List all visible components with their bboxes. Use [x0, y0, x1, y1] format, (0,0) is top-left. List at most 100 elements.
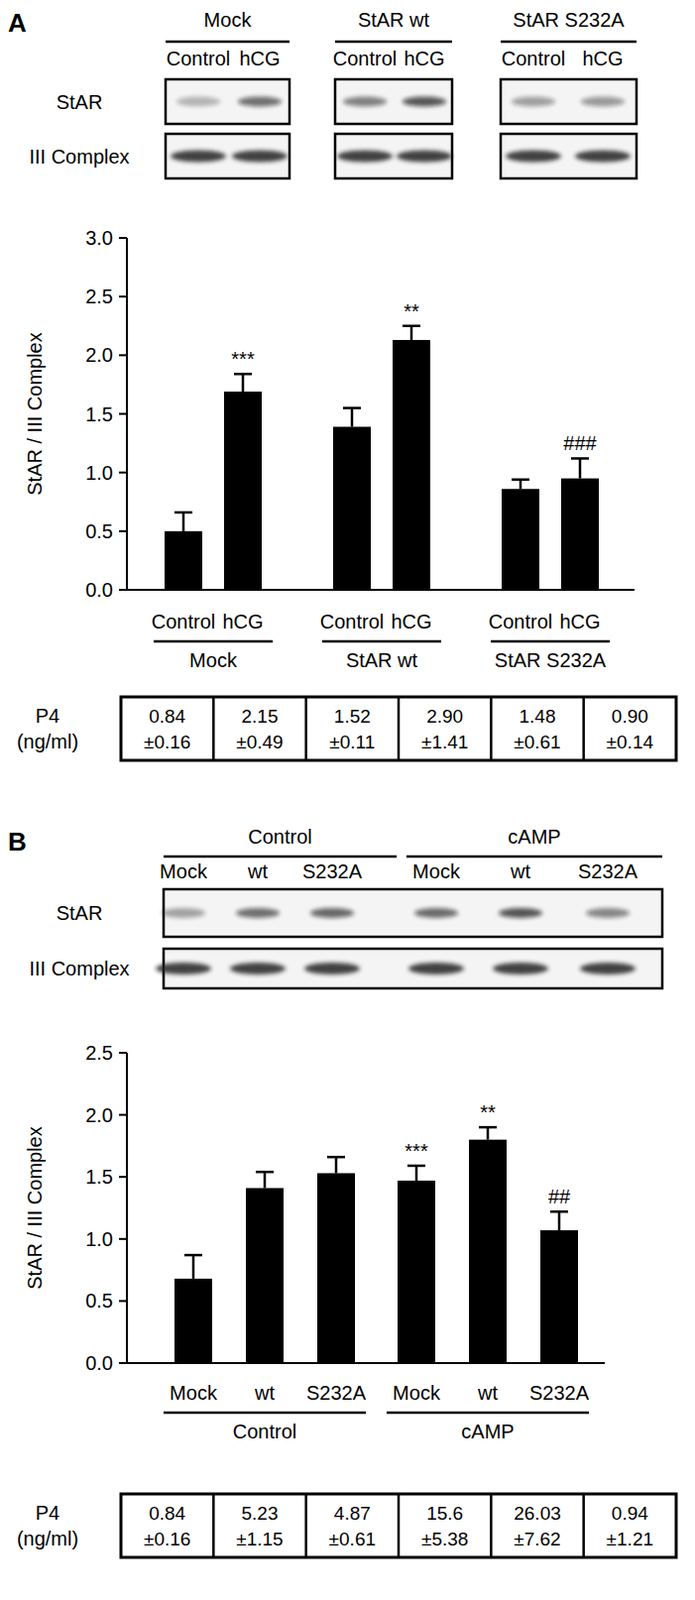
x-tick-label: S232A [306, 1382, 367, 1404]
error-cap [550, 1210, 569, 1214]
significance-label: *** [231, 347, 255, 370]
blot-band [414, 908, 459, 919]
y-tick-label: 0.5 [85, 520, 114, 543]
blot-band [408, 962, 464, 975]
blot-band [176, 97, 221, 108]
error-bar [402, 326, 421, 341]
table-cell: ±0.61 [513, 731, 561, 753]
table-cell: ±0.61 [329, 1528, 376, 1550]
y-axis [125, 1052, 128, 1364]
blot-band [161, 908, 206, 919]
table-cell: ±0.49 [235, 731, 283, 753]
figure: AMockStAR wtStAR S232AControlhCGControlh… [0, 0, 695, 1600]
error-cap [402, 325, 421, 329]
table-divider [397, 696, 401, 761]
table-divider [212, 1494, 216, 1558]
error-stem [558, 1211, 562, 1231]
y-tick [118, 1175, 127, 1178]
table-cell: 0.90 [611, 705, 649, 727]
table-cell: ±0.16 [143, 731, 191, 753]
blot-lane-label: Control [333, 47, 397, 70]
group-line [386, 1411, 589, 1415]
y-tick-label: 1.5 [85, 403, 114, 426]
error-cap [174, 511, 193, 515]
blot-group-label: StAR wt [357, 8, 431, 31]
table-divider [581, 696, 585, 761]
table-label: P4 [35, 1502, 60, 1524]
bar [245, 1187, 284, 1364]
blot-lane-label: wt [509, 860, 531, 883]
error-stem [241, 373, 245, 392]
y-tick [118, 353, 127, 356]
blot-box [165, 79, 290, 124]
blot-lane-label: Control [501, 47, 566, 70]
error-stem [415, 1165, 419, 1181]
blot-band [579, 962, 636, 975]
significance-label: ** [479, 1101, 496, 1124]
blot-band [310, 908, 354, 919]
group-label: Mock [189, 649, 238, 672]
blot-band [337, 150, 393, 163]
significance-label: ## [548, 1185, 572, 1208]
error-cap [255, 1170, 274, 1174]
y-tick [118, 1238, 127, 1241]
error-bar [255, 1171, 274, 1188]
error-stem [410, 326, 414, 341]
blot-lane-label: wt [246, 860, 268, 883]
blot-box [165, 133, 290, 179]
table-label: P4 [35, 704, 60, 727]
significance-label: ** [403, 300, 420, 323]
x-tick-label: Mock [169, 1382, 219, 1404]
table-cell: ±0.16 [143, 1528, 191, 1550]
table-cell: ±0.14 [606, 731, 655, 753]
blot-band [585, 908, 630, 919]
y-tick-label: 3.0 [85, 227, 114, 249]
x-tick-label: hCG [390, 610, 432, 633]
table-cell: ±5.38 [421, 1528, 468, 1550]
bar [540, 1230, 579, 1364]
x-tick-label: wt [253, 1382, 275, 1404]
table-cell: ±1.15 [235, 1528, 283, 1550]
error-bar [327, 1157, 346, 1173]
blot-group-line [163, 855, 397, 859]
bar [561, 478, 599, 590]
error-cap [571, 457, 589, 461]
blot-lane-label: Control [166, 47, 231, 70]
blot-box [335, 133, 453, 179]
panel-b: BControlcAMPMockwtS232AMockwtS232AStARII… [7, 825, 677, 1558]
table-divider [489, 1494, 493, 1558]
y-tick-label: 2.5 [85, 285, 114, 308]
y-tick-label: 2.0 [85, 1104, 114, 1127]
x-tick-label: wt [476, 1382, 498, 1404]
x-tick-label: S232A [529, 1382, 590, 1404]
blot-band [155, 962, 212, 975]
bars [164, 326, 599, 590]
table-cell: 2.15 [241, 705, 279, 727]
y-tick [118, 1299, 127, 1302]
blot-lane-label: S232A [302, 860, 363, 883]
table-border [120, 696, 677, 761]
error-bar [550, 1211, 569, 1231]
y-tick-label: 0.5 [85, 1289, 114, 1312]
blot-lane-label: Mock [159, 860, 209, 883]
bar [164, 531, 203, 590]
table-cell: ±1.41 [421, 731, 468, 753]
group-line [490, 640, 610, 644]
y-tick [118, 413, 127, 416]
blot-group-line [165, 40, 290, 44]
error-bar [478, 1127, 497, 1141]
group-label: StAR S232A [494, 649, 607, 672]
blot-row-label: StAR [56, 902, 104, 925]
error-bar [343, 408, 361, 428]
error-stem [263, 1171, 267, 1188]
error-cap [407, 1164, 426, 1168]
blot-lane-label: hCG [238, 47, 280, 70]
panel-a: AMockStAR wtStAR S232AControlhCGControlh… [7, 7, 677, 761]
x-tick-label: hCG [559, 610, 600, 633]
error-stem [182, 512, 186, 532]
table-cell: 5.23 [241, 1503, 279, 1524]
group-line [153, 640, 273, 644]
panel-label: B [7, 826, 27, 857]
bar [501, 488, 540, 590]
blot-band [505, 150, 562, 163]
